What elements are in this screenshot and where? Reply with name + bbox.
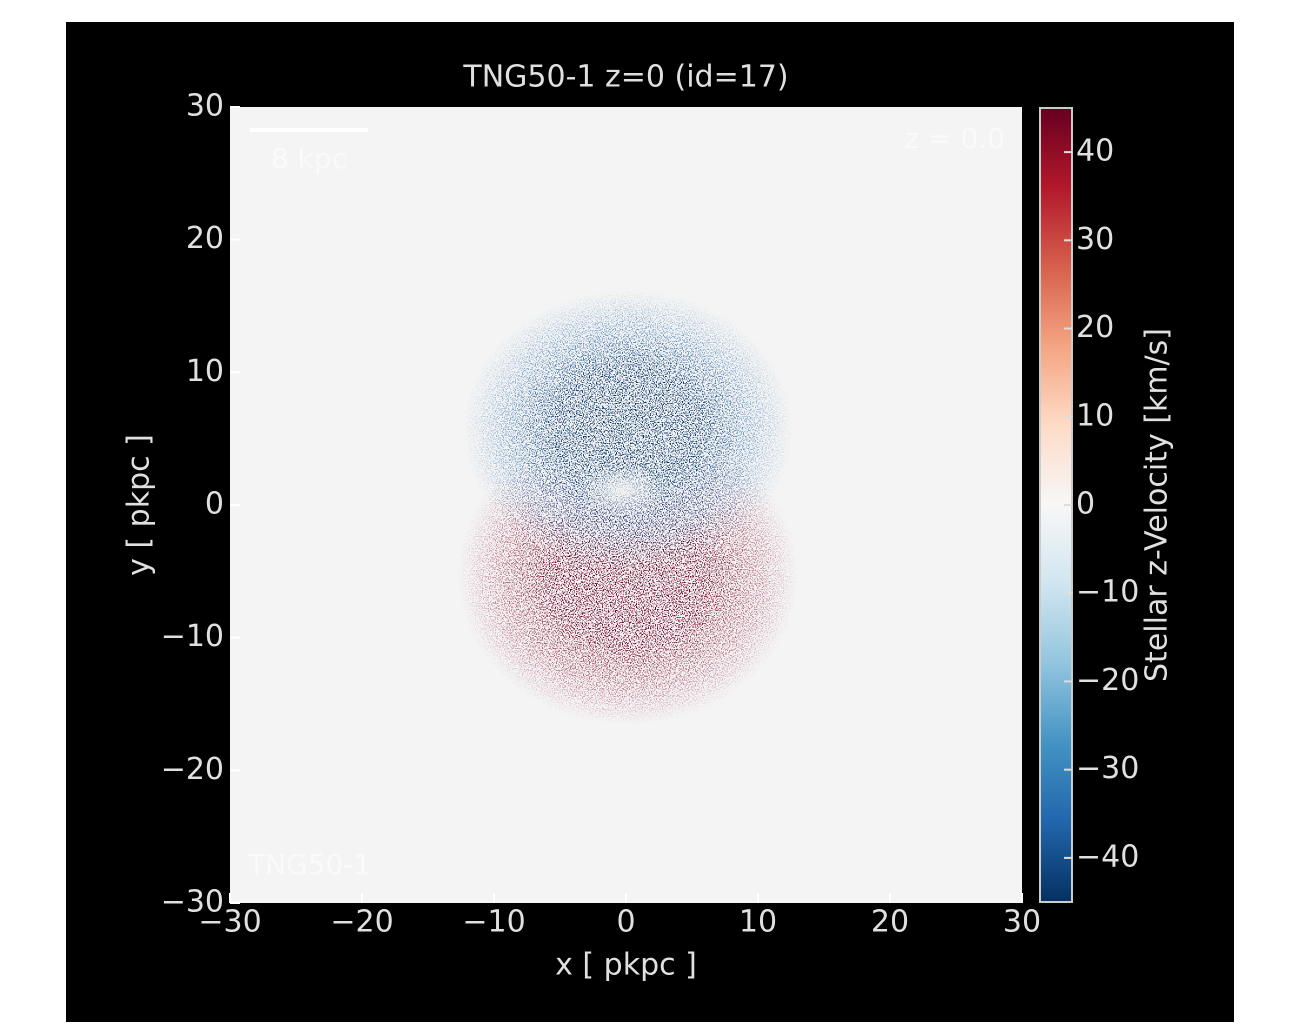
colorbar-label: Stellar z-Velocity [km/s] — [1140, 328, 1175, 682]
x-tick-label: −20 — [330, 905, 393, 940]
y-tick-label: −30 — [161, 885, 224, 920]
x-tick-label: 30 — [1003, 905, 1041, 940]
x-tick-label: 20 — [871, 905, 909, 940]
colorbar-tick-label: −40 — [1076, 839, 1139, 874]
y-tick-label: −10 — [161, 619, 224, 654]
y-tick-label: 0 — [205, 487, 224, 522]
x-axis-label: x [ pkpc ] — [555, 948, 697, 983]
y-tick-label: −20 — [161, 752, 224, 787]
colorbar-tick-label: 30 — [1076, 222, 1114, 257]
x-tick-label: 10 — [739, 905, 777, 940]
colorbar-tick-label: −10 — [1076, 575, 1139, 610]
colorbar-tick-label: 0 — [1076, 487, 1095, 522]
y-tick-label: 10 — [186, 354, 224, 389]
chart-title: TNG50-1 z=0 (id=17) — [462, 60, 788, 95]
colorbar-tick-label: 20 — [1076, 310, 1114, 345]
colorbar-tick-label: −20 — [1076, 663, 1139, 698]
y-axis-label: y [ pkpc ] — [122, 434, 157, 576]
y-tick-label: 30 — [186, 89, 224, 124]
x-tick-label: 0 — [616, 905, 635, 940]
x-tick-label: −10 — [462, 905, 525, 940]
colorbar-tick-label: −30 — [1076, 751, 1139, 786]
stellar-map — [458, 290, 798, 725]
colorbar-tick-label: 10 — [1076, 398, 1114, 433]
redshift-label: z = 0.0 — [905, 122, 1006, 155]
simulation-label: TNG50-1 — [247, 848, 371, 881]
x-tick-label: −30 — [198, 905, 261, 940]
scale-bar-label: 8 kpc — [271, 142, 347, 175]
colorbar-tick-label: 40 — [1076, 134, 1114, 169]
y-tick-label: 20 — [186, 221, 224, 256]
